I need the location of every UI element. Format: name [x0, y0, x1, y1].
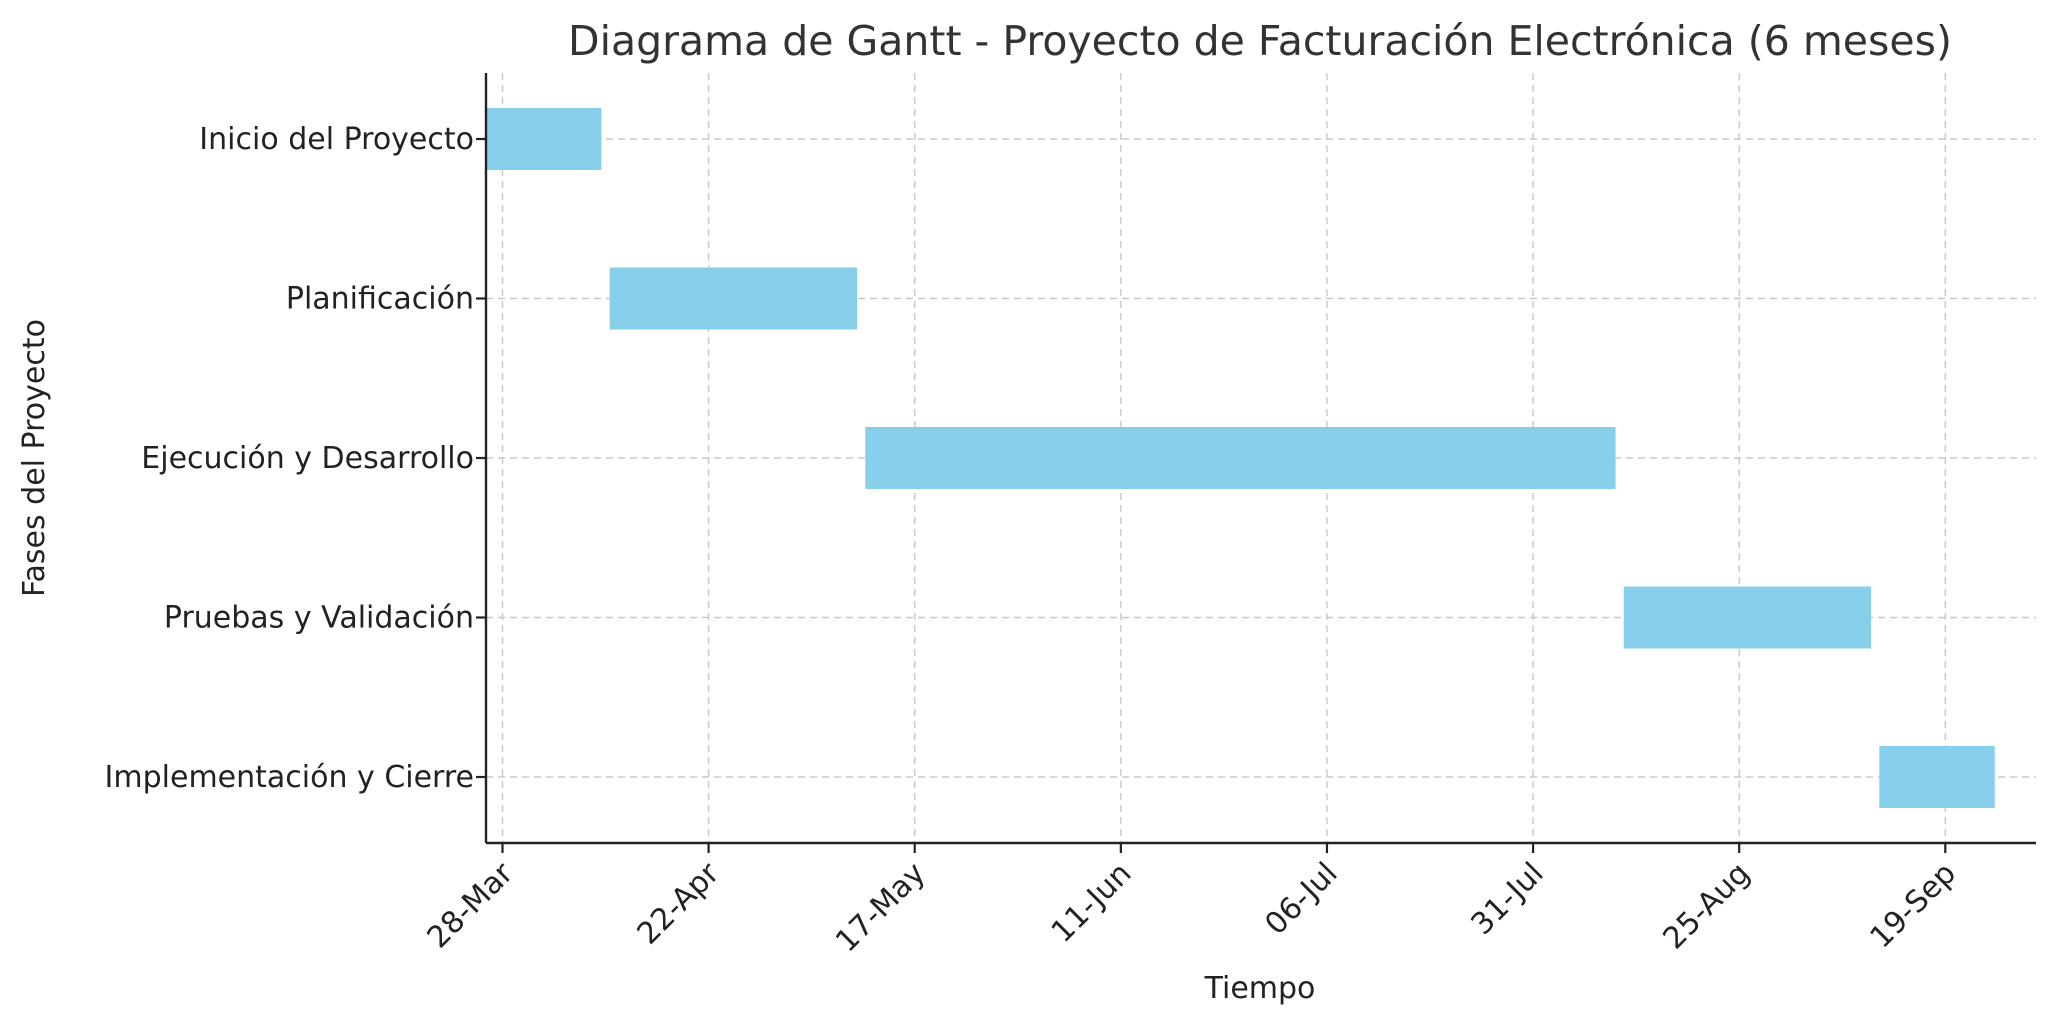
gantt-bar	[1879, 746, 1995, 808]
gantt-bar	[865, 427, 1616, 489]
x-tick-label: 25-Aug	[1656, 856, 1756, 956]
x-tick-label: 22-Apr	[631, 855, 727, 951]
gantt-bar	[1623, 586, 1872, 649]
y-tick-label: Ejecución y Desarrollo	[141, 441, 474, 476]
x-axis-label: Tiempo	[1204, 971, 1316, 1006]
y-tick-label: Inicio del Proyecto	[199, 122, 474, 157]
x-tick-label: 11-Jun	[1045, 856, 1139, 950]
chart-title: Diagrama de Gantt - Proyecto de Facturac…	[568, 17, 1952, 65]
bar-layer	[486, 108, 1995, 808]
y-tick-label: Pruebas y Validación	[164, 601, 474, 636]
y-tick-label: Planificación	[286, 282, 474, 317]
x-tick-label: 31-Jul	[1465, 856, 1551, 942]
x-tick-label: 19-Sep	[1864, 856, 1963, 955]
y-axis-label: Fases del Proyecto	[17, 319, 52, 597]
gantt-bar	[609, 267, 858, 330]
x-tick-label: 28-Mar	[421, 855, 521, 955]
x-tick-label: 06-Jul	[1258, 856, 1344, 942]
axis-layer: 28-Mar 22-Apr 17-May 11-Jun 06-Jul 31-Jul 25-A…	[105, 73, 2036, 959]
x-tick-label: 17-May	[829, 856, 932, 959]
y-tick-label: Implementación y Cierre	[105, 760, 474, 795]
gantt-bar	[486, 108, 602, 170]
